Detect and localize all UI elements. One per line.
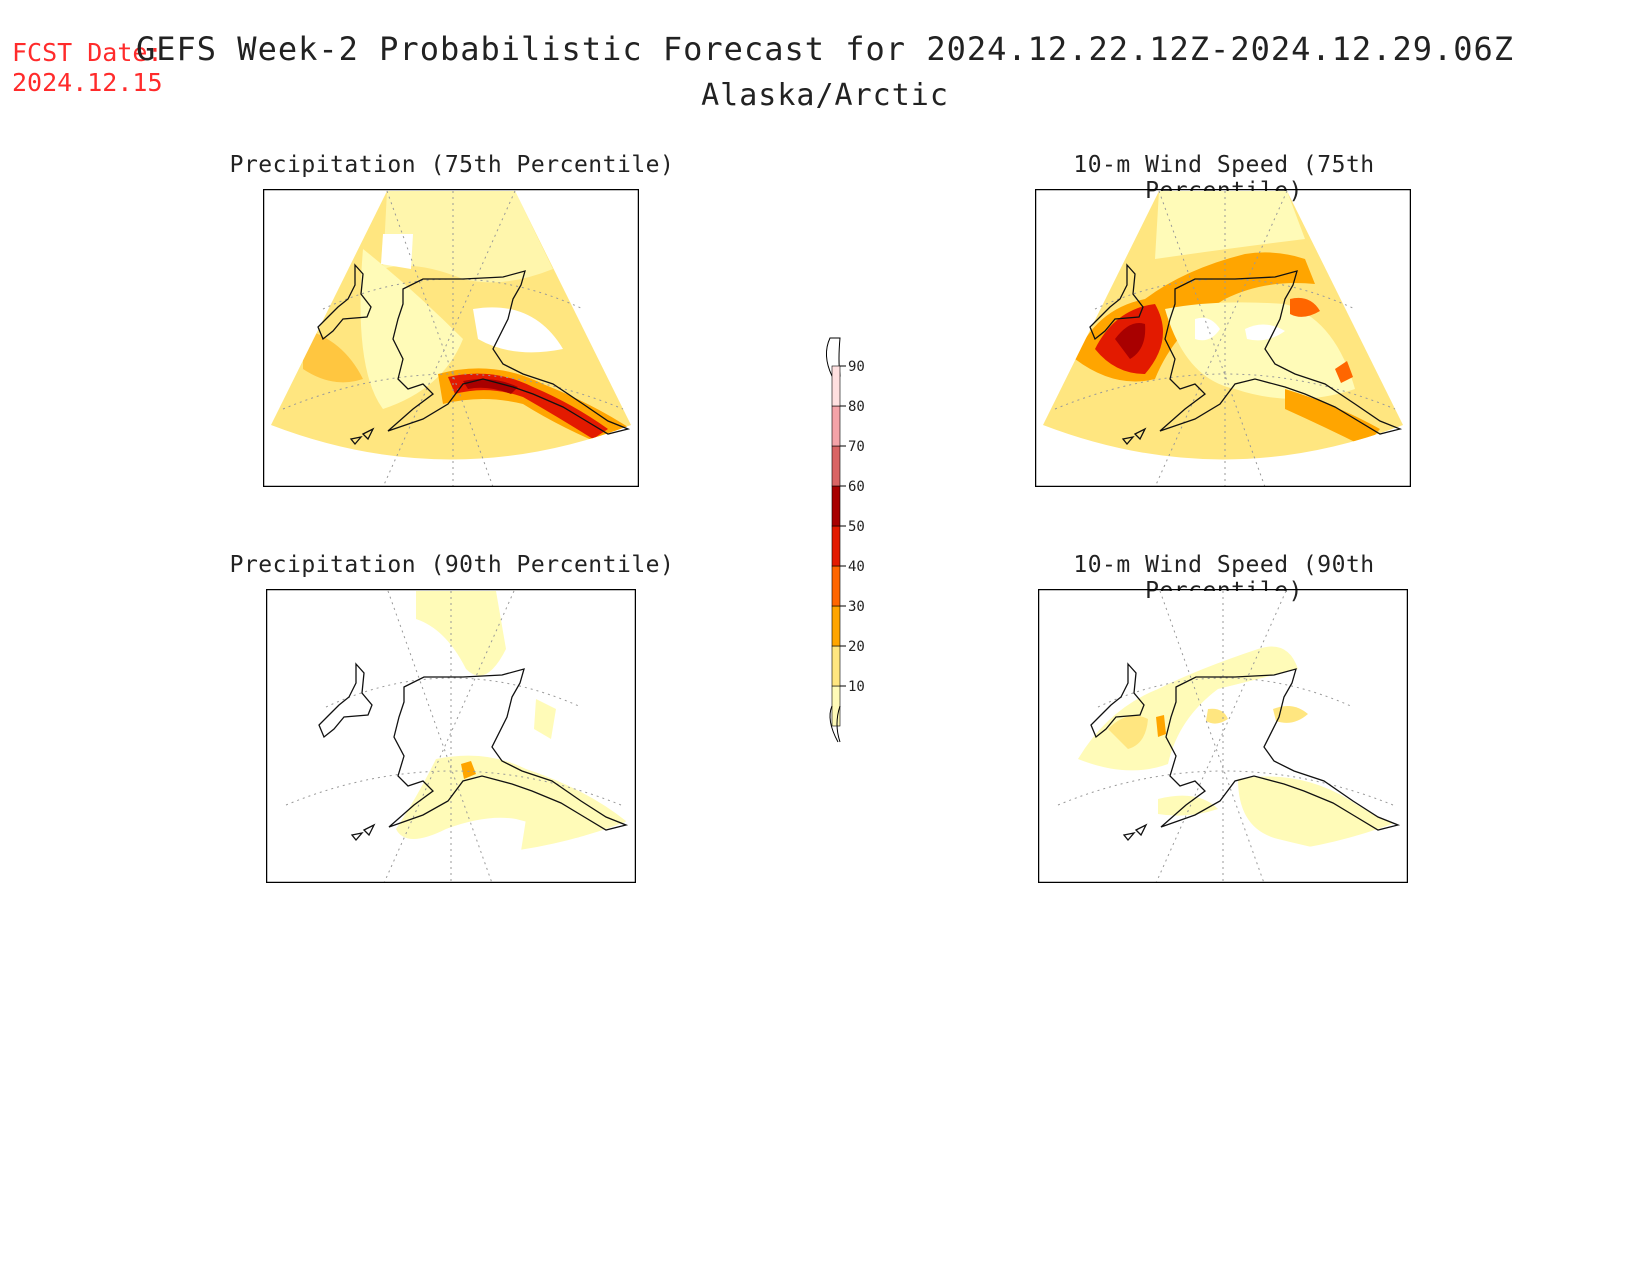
panel-title-precip75: Precipitation (75th Percentile): [229, 152, 675, 178]
colorbar-label: 80: [848, 399, 865, 415]
panel-title-precip90: Precipitation (90th Percentile): [229, 552, 675, 578]
forecast-date-value: 2024.12.15: [12, 68, 163, 97]
map-wind90: [1038, 589, 1408, 883]
page-title: GEFS Week-2 Probabilistic Forecast for 2…: [135, 30, 1515, 68]
colorbar: 10 20 30 40 50 60 70 80 90: [826, 337, 865, 743]
colorbar-segments: [831, 365, 841, 727]
colorbar-label: 50: [848, 519, 865, 535]
colorbar-label: 40: [848, 559, 865, 575]
colorbar-segment: [831, 445, 841, 487]
colorbar-segment: [831, 685, 841, 727]
colorbar-label: 20: [848, 639, 865, 655]
colorbar-segment: [831, 405, 841, 447]
colorbar-label: 30: [848, 599, 865, 615]
colorbar-segment: [831, 365, 841, 407]
colorbar-labels: 10 20 30 40 50 60 70 80 90: [840, 359, 865, 695]
colorbar-segment: [831, 605, 841, 647]
colorbar-segment: [831, 645, 841, 687]
colorbar-label: 70: [848, 439, 865, 455]
colorbar-segment: [831, 485, 841, 527]
colorbar-label: 10: [848, 679, 865, 695]
colorbar-segment: [831, 565, 841, 607]
colorbar-label: 90: [848, 359, 865, 375]
forecast-date-block: FCST Date: 2024.12.15: [12, 38, 163, 98]
map-precip90: [266, 589, 636, 883]
map-precip75: [263, 189, 639, 487]
colorbar-label: 60: [848, 479, 865, 495]
region-subtitle: Alaska/Arctic: [701, 78, 949, 113]
colorbar-segment: [831, 525, 841, 567]
forecast-date-label: FCST Date:: [12, 38, 163, 67]
map-wind75: [1035, 189, 1411, 487]
